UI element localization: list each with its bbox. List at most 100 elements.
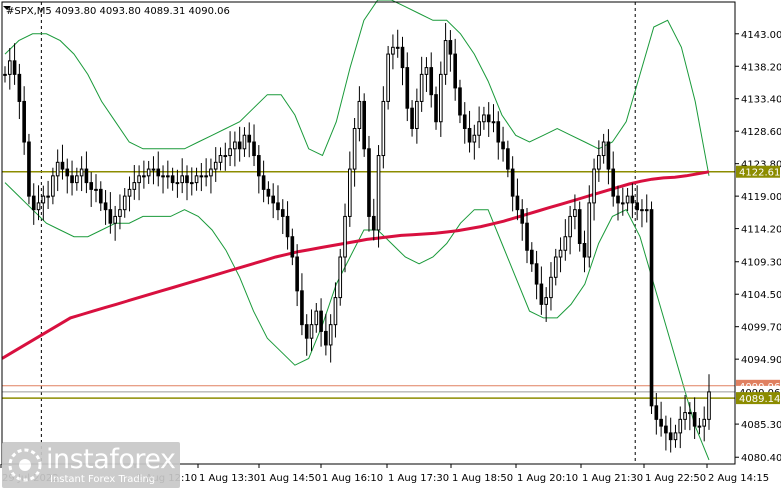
instaforex-logo-icon: [8, 448, 42, 482]
candle-body: [462, 114, 467, 129]
candle-body: [290, 236, 295, 258]
level-price-label: 4089.14: [739, 394, 780, 405]
candle-body: [563, 236, 568, 251]
period-separators: [40, 2, 636, 464]
candle-body: [237, 141, 242, 150]
candle-body: [491, 121, 496, 124]
ma-200-line: [1, 170, 710, 360]
candle-body: [156, 168, 161, 177]
candle-body: [553, 256, 558, 278]
candle-body: [12, 60, 17, 75]
candle-body: [60, 161, 65, 170]
candle-body: [304, 324, 309, 339]
candle-body: [98, 188, 103, 204]
candle-body: [55, 161, 60, 177]
candle-body: [175, 182, 180, 185]
y-tick-label: 4123.80: [741, 160, 781, 171]
y-tick-label: 4085.30: [741, 420, 781, 431]
chart-header: #SPX,M5 4093.80 4093.80 4089.31 4090.06: [6, 6, 230, 17]
candle-body: [333, 297, 338, 326]
candle-body: [640, 209, 644, 212]
candle-body: [367, 148, 371, 217]
candle-body: [276, 202, 280, 211]
candle-body: [180, 175, 185, 184]
candle-body: [362, 100, 367, 150]
x-tick-label: 1 Aug 13:30: [199, 473, 260, 484]
candle-body: [314, 310, 319, 326]
candle-body: [218, 155, 223, 163]
candle-body: [664, 425, 668, 434]
candle-body: [357, 100, 362, 129]
y-tick-label: 4109.30: [741, 258, 781, 269]
x-tick-label: 1 Aug 16:10: [322, 473, 383, 484]
candle-body: [151, 168, 156, 171]
candle-body: [257, 155, 261, 177]
candle-body: [41, 195, 46, 204]
plot-frame: [1, 1, 736, 465]
candle-body: [70, 175, 74, 184]
candle-body: [534, 263, 539, 285]
candle-body: [467, 127, 472, 143]
candle-body: [36, 202, 41, 211]
candle-body: [386, 53, 390, 102]
candle-body: [649, 209, 654, 407]
candle-body: [300, 290, 304, 326]
candle-body: [261, 175, 266, 190]
candle-body: [185, 175, 189, 184]
candle-body: [103, 202, 108, 211]
candle-body: [137, 175, 141, 184]
candle-body: [673, 432, 678, 441]
candle-body: [438, 73, 443, 123]
candle-body: [209, 168, 213, 177]
candle-body: [625, 195, 630, 204]
x-tick-label: 1 Aug 17:30: [388, 473, 449, 484]
candle-body: [601, 141, 606, 157]
y-tick-label: 4099.70: [741, 323, 781, 334]
candle-body: [597, 155, 601, 170]
candle-body: [31, 195, 36, 211]
candle-body: [395, 46, 400, 49]
candle-body: [371, 215, 376, 231]
bollinger-lower-line: [4, 182, 710, 461]
candle-body: [194, 175, 199, 184]
candle-body: [223, 155, 228, 158]
collapse-icon: [3, 6, 11, 10]
candle-body: [510, 168, 515, 197]
candle-body: [338, 256, 343, 299]
candle-body: [161, 175, 165, 178]
candle-body: [142, 175, 146, 178]
candle-body: [94, 188, 98, 191]
x-tick-label: 1 Aug 22:50: [645, 473, 706, 484]
watermark: instaforex Instant Forex Trading: [2, 442, 180, 488]
candle-body: [577, 209, 582, 244]
candle-body: [118, 209, 122, 217]
candle-body: [199, 175, 204, 178]
candle-body: [587, 202, 592, 258]
candle-body: [146, 168, 151, 177]
candle-body: [688, 412, 692, 415]
candle-body: [400, 46, 405, 69]
candle-body: [659, 418, 663, 427]
candle-body: [295, 256, 299, 292]
candle-body: [7, 60, 12, 75]
x-tick-label: 1 Aug 20:10: [517, 473, 578, 484]
candle-body: [582, 242, 587, 258]
candle-body: [606, 141, 611, 170]
y-tick-label: 4133.40: [741, 95, 781, 106]
candle-body: [170, 175, 175, 184]
candle-body: [678, 418, 683, 434]
bollinger-bands: [4, 0, 710, 461]
candle-body: [122, 195, 127, 211]
candle-body: [529, 249, 534, 265]
candle-body: [448, 40, 453, 55]
candle-body: [252, 141, 256, 157]
price-axis: 4143.00 4138.20 4133.40 4128.60 4123.80 4119.…: [1, 1, 781, 465]
candle-body: [434, 94, 438, 123]
y-tick-label: 4128.60: [741, 127, 781, 138]
candle-body: [213, 161, 218, 170]
candle-body: [328, 324, 333, 346]
candle-body: [654, 405, 659, 420]
y-tick-label: 4138.20: [741, 62, 781, 73]
candle-body: [692, 412, 697, 427]
